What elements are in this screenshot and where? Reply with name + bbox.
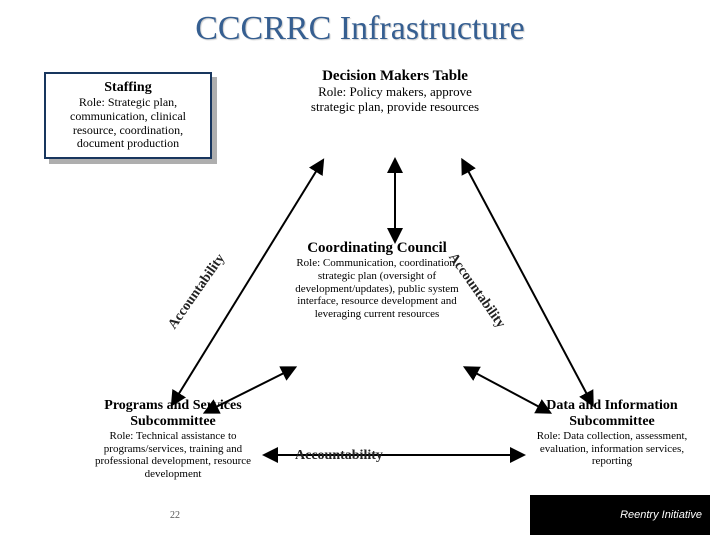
programs-box: Programs and Services Subcommittee Role:… — [78, 398, 268, 481]
council-heading: Coordinating Council — [282, 240, 472, 257]
council-sub: Role: Communication, coordination, strat… — [282, 257, 472, 320]
staffing-box: Staffing Role: Strategic plan, communica… — [44, 72, 212, 159]
data-heading: Data and Information Subcommittee — [522, 398, 702, 430]
accountability-left-label: Accountability — [165, 251, 229, 332]
page-title: CCCRRC Infrastructure — [0, 0, 720, 48]
accountability-bottom-label: Accountability — [295, 448, 383, 464]
decision-heading: Decision Makers Table — [310, 68, 480, 85]
programs-heading: Programs and Services Subcommittee — [78, 398, 268, 430]
data-sub: Role: Data collection, assessment, evalu… — [522, 430, 702, 468]
footer-text: Reentry Initiative — [620, 509, 702, 521]
decision-box: Decision Makers Table Role: Policy maker… — [310, 68, 480, 115]
page-number: 22 — [170, 510, 180, 521]
data-box: Data and Information Subcommittee Role: … — [522, 398, 702, 468]
council-box: Coordinating Council Role: Communication… — [282, 240, 472, 320]
staffing-sub: Role: Strategic plan, communication, cli… — [54, 96, 202, 151]
staffing-heading: Staffing — [54, 80, 202, 96]
footer-logo: Reentry Initiative — [530, 495, 710, 535]
programs-sub: Role: Technical assistance to programs/s… — [78, 430, 268, 481]
decision-sub: Role: Policy makers, approve strategic p… — [310, 85, 480, 115]
